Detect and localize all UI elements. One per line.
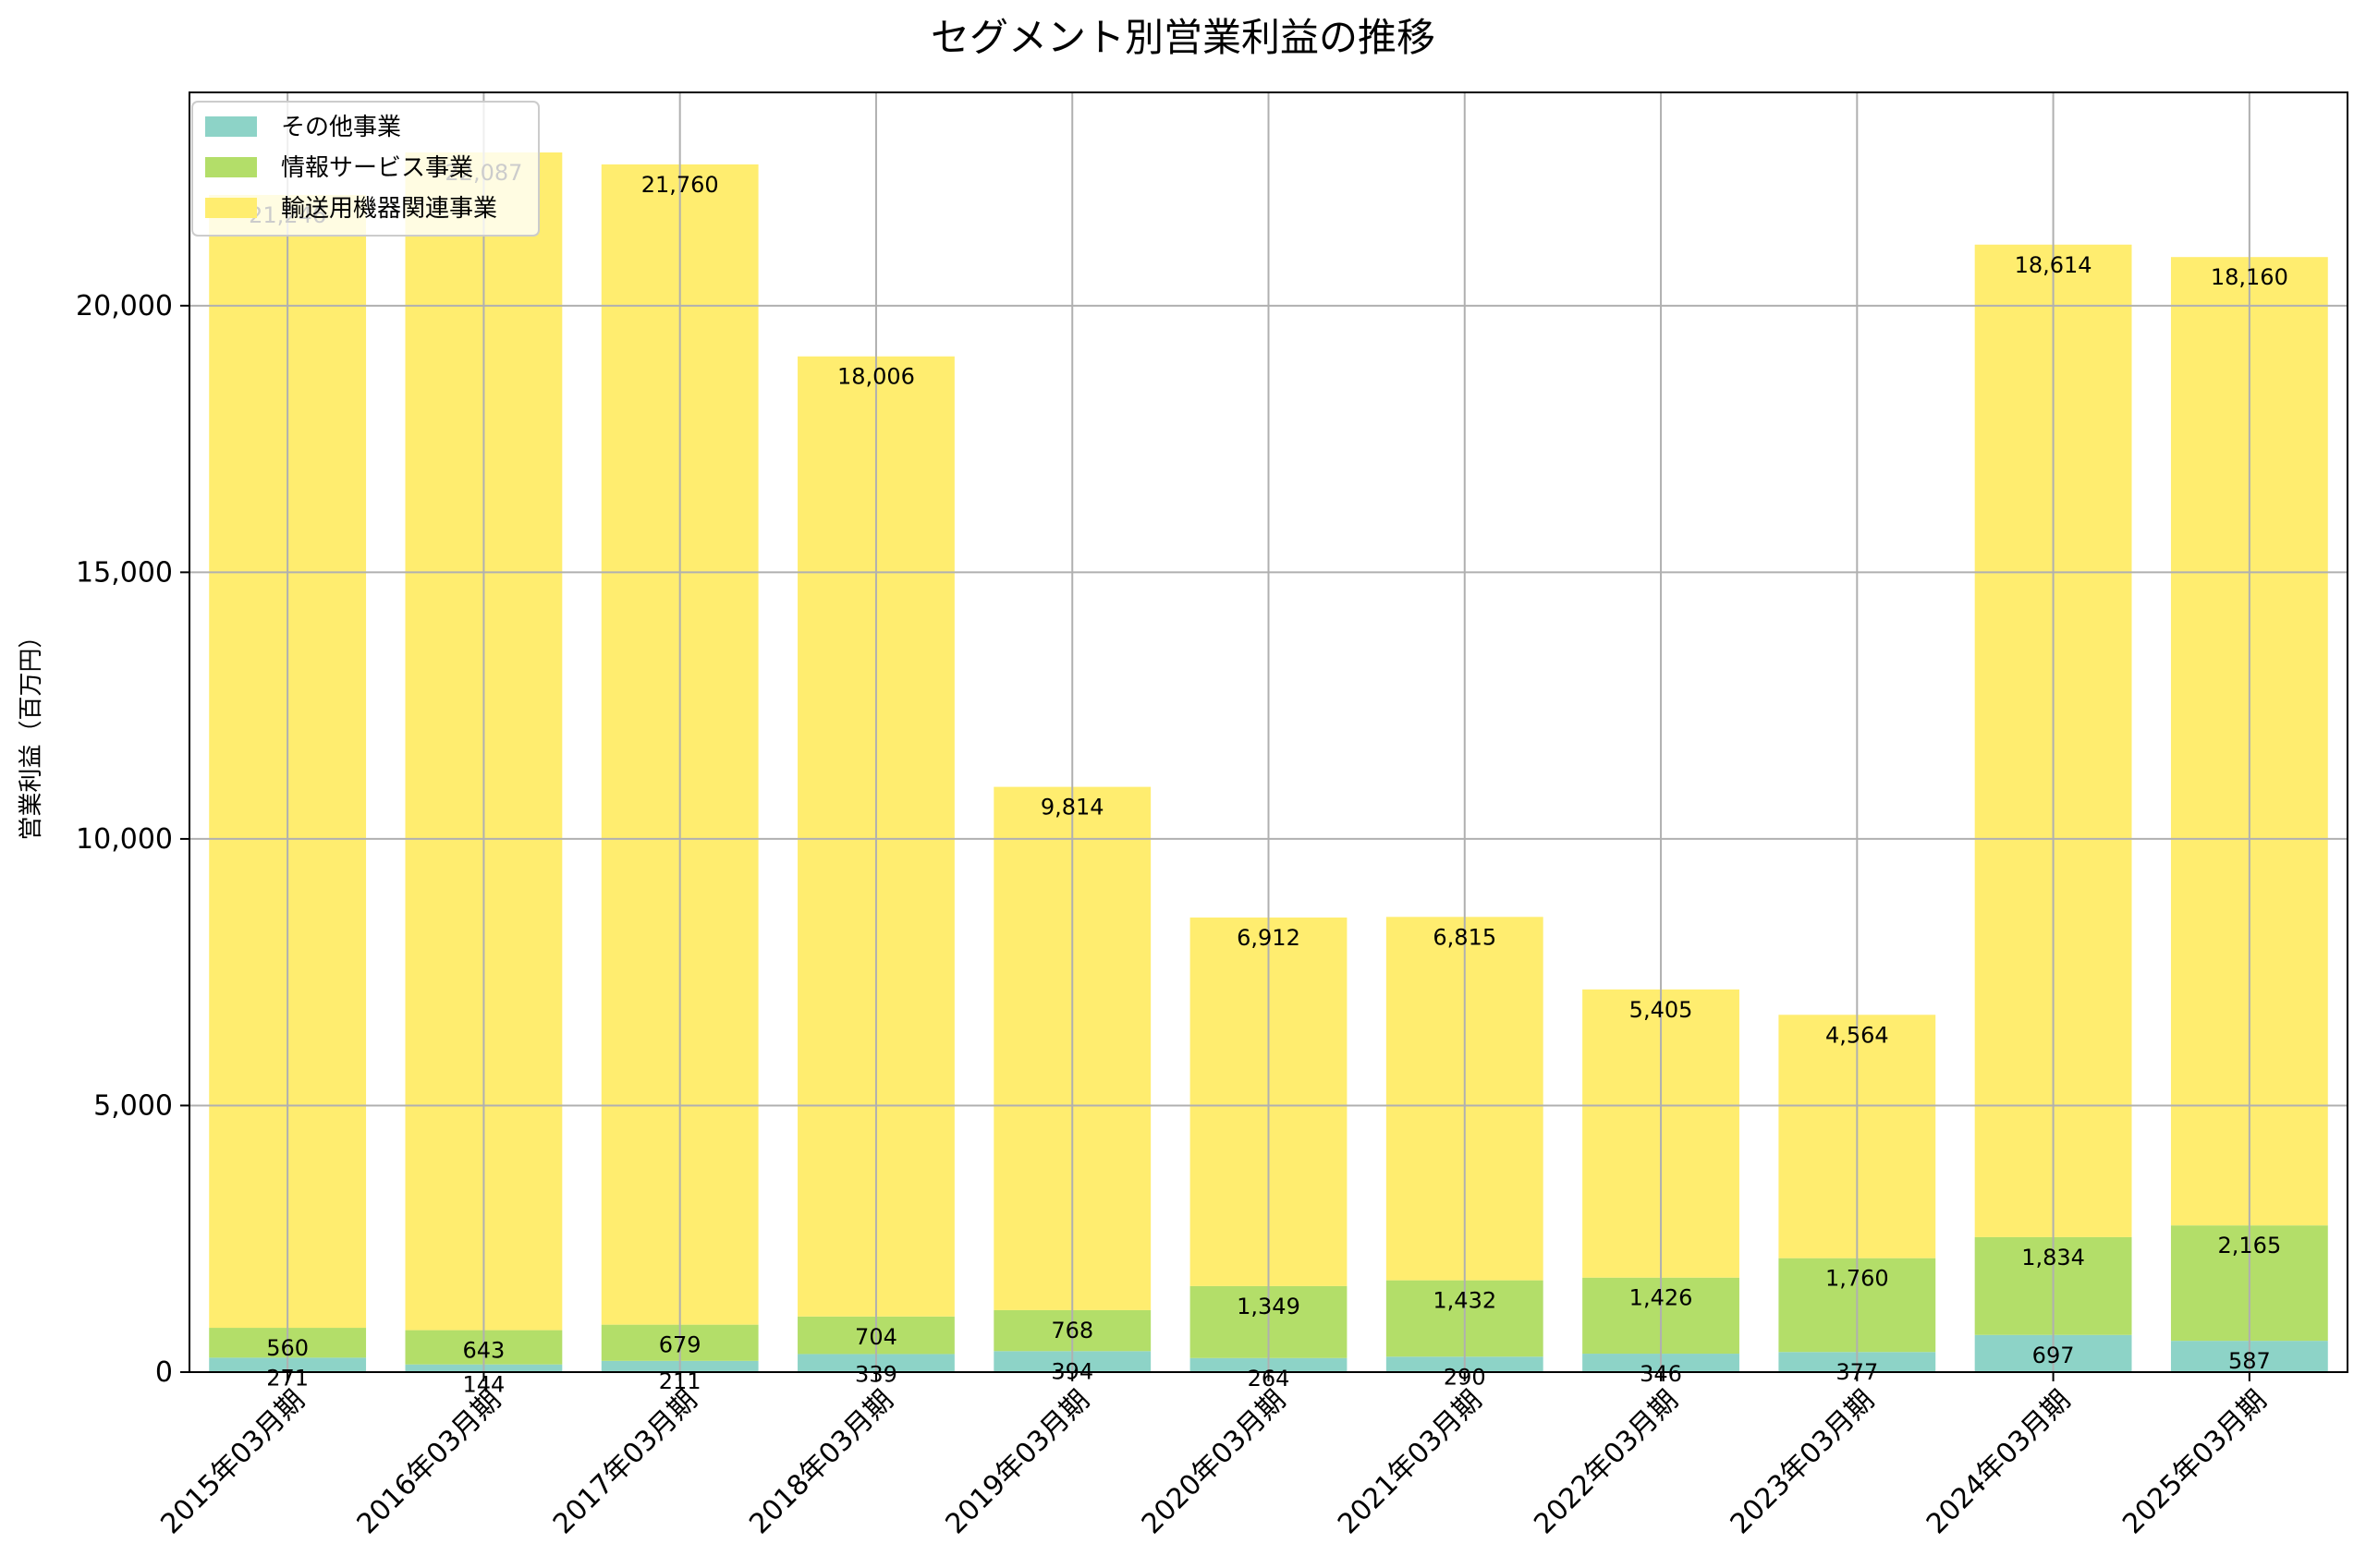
- legend-label: その他事業: [281, 114, 401, 141]
- y-axis-ticks: 0 5,000 10,000 15,000 20,000: [76, 290, 189, 1389]
- x-tick-label: 2021年03月期: [1332, 1384, 1488, 1540]
- data-labels-layer: 27156021,24614464322,08721167921,7603397…: [249, 160, 2288, 1398]
- data-label-2-8: 1,426: [1629, 1285, 1693, 1311]
- data-label-2-2: 643: [463, 1338, 506, 1364]
- data-label-2-4: 704: [855, 1324, 897, 1350]
- legend-box: [191, 101, 540, 237]
- data-label-2-3: 679: [659, 1332, 701, 1358]
- data-label-3-10: 18,614: [2015, 252, 2092, 278]
- data-label-2-10: 1,834: [2021, 1245, 2085, 1270]
- legend-swatch: [205, 116, 257, 137]
- data-label-1-11: 587: [2228, 1348, 2271, 1374]
- chart-title: セグメント別営業利益の推移: [931, 15, 1435, 60]
- data-label-1-10: 697: [2032, 1343, 2075, 1368]
- grid-layer: [189, 92, 2348, 1372]
- data-label-2-9: 1,760: [1825, 1266, 1889, 1292]
- y-tick-label: 20,000: [76, 290, 173, 322]
- data-label-3-7: 6,815: [1433, 924, 1496, 950]
- y-axis-label: 営業利益（百万円）: [18, 624, 45, 840]
- x-tick-label: 2019年03月期: [940, 1384, 1096, 1540]
- x-axis-ticks: 2015年03月期 2016年03月期 2017年03月期 2018年03月期 2019…: [154, 1372, 2274, 1540]
- data-label-2-1: 560: [266, 1335, 309, 1361]
- data-label-2-11: 2,165: [2218, 1233, 2282, 1258]
- y-tick-label: 15,000: [76, 556, 173, 589]
- x-tick-label: 2022年03月期: [1528, 1384, 1684, 1540]
- legend-label: 情報サービス事業: [281, 154, 473, 182]
- legend-swatch: [205, 198, 257, 218]
- data-label-3-5: 9,814: [1041, 795, 1104, 820]
- x-tick-label: 2020年03月期: [1136, 1384, 1292, 1540]
- x-tick-label: 2025年03月期: [2116, 1384, 2273, 1540]
- data-label-2-5: 768: [1051, 1318, 1093, 1343]
- x-tick-label: 2024年03月期: [1921, 1384, 2077, 1540]
- x-tick-label: 2017年03月期: [547, 1384, 703, 1540]
- data-label-3-8: 5,405: [1629, 997, 1693, 1023]
- data-label-3-4: 18,006: [837, 364, 915, 390]
- legend-swatch: [205, 157, 257, 177]
- data-label-3-6: 6,912: [1237, 925, 1300, 951]
- data-label-3-11: 18,160: [2211, 264, 2288, 290]
- x-tick-label: 2015年03月期: [154, 1384, 311, 1540]
- x-tick-label: 2023年03月期: [1725, 1384, 1881, 1540]
- data-label-2-7: 1,432: [1433, 1288, 1496, 1314]
- x-tick-label: 2018年03月期: [743, 1384, 899, 1540]
- data-label-3-9: 4,564: [1825, 1022, 1889, 1048]
- data-label-2-6: 1,349: [1237, 1294, 1300, 1319]
- legend-label: 輸送用機器関連事業: [281, 195, 497, 223]
- y-tick-label: 0: [155, 1356, 173, 1389]
- data-label-3-3: 21,760: [641, 172, 719, 198]
- y-tick-label: 5,000: [93, 1089, 173, 1122]
- y-tick-label: 10,000: [76, 823, 173, 856]
- x-tick-label: 2016年03月期: [351, 1384, 507, 1540]
